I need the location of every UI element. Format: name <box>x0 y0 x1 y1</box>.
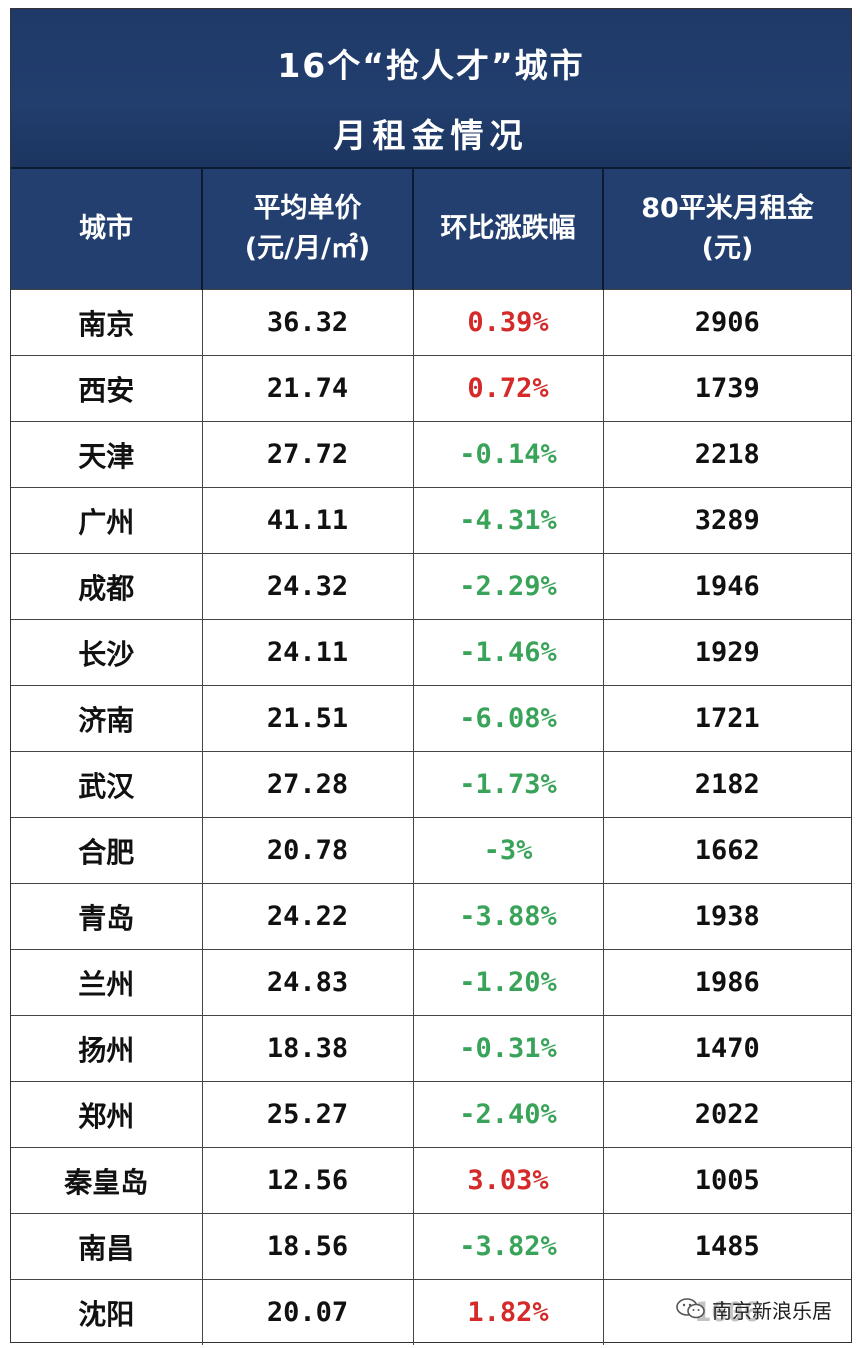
rent-cell: 2906 <box>603 289 851 356</box>
city-cell: 合肥 <box>11 817 203 884</box>
city-cell: 兰州 <box>11 949 203 1016</box>
change-cell: 1.82% <box>413 1279 604 1345</box>
avg-price-cell: 25.27 <box>202 1081 414 1148</box>
table-row: 南京 36.32 0.39% 2906 <box>11 289 851 356</box>
city-cell: 广州 <box>11 487 203 554</box>
avg-price-cell: 27.28 <box>202 751 414 818</box>
city-cell: 成都 <box>11 553 203 620</box>
avg-price-cell: 21.74 <box>202 355 414 422</box>
table-row: 成都 24.32 -2.29% 1946 <box>11 553 851 620</box>
change-cell: -3.82% <box>413 1213 604 1280</box>
avg-price-cell: 27.72 <box>202 421 414 488</box>
avg-price-cell: 24.11 <box>202 619 414 686</box>
change-cell: -2.29% <box>413 553 604 620</box>
avg-price-cell: 12.56 <box>202 1147 414 1214</box>
change-cell: -0.31% <box>413 1015 604 1082</box>
table-row: 兰州 24.83 -1.20% 1986 <box>11 949 851 1016</box>
table-row: 西安 21.74 0.72% 1739 <box>11 355 851 422</box>
rent-cell: 2182 <box>603 751 851 818</box>
avg-price-cell: 18.56 <box>202 1213 414 1280</box>
city-cell: 南京 <box>11 289 203 356</box>
rent-cell: 1005 <box>603 1147 851 1214</box>
city-cell: 武汉 <box>11 751 203 818</box>
header-city-label: 城市 <box>79 213 133 244</box>
change-cell: -1.73% <box>413 751 604 818</box>
change-cell: 0.39% <box>413 289 604 356</box>
city-cell: 郑州 <box>11 1081 203 1148</box>
table-row: 武汉 27.28 -1.73% 2182 <box>11 751 851 818</box>
table-row: 郑州 25.27 -2.40% 2022 <box>11 1081 851 1148</box>
header-change-label: 环比涨跌幅 <box>440 213 576 244</box>
change-cell: 0.72% <box>413 355 604 422</box>
city-cell: 青岛 <box>11 883 203 950</box>
avg-price-cell: 24.32 <box>202 553 414 620</box>
avg-price-cell: 20.78 <box>202 817 414 884</box>
city-cell: 扬州 <box>11 1015 203 1082</box>
rent-cell: 2218 <box>603 421 851 488</box>
change-cell: -2.40% <box>413 1081 604 1148</box>
rent-cell: 3289 <box>603 487 851 554</box>
header-change: 环比涨跌幅 <box>413 167 604 290</box>
watermark: 南京新浪乐居 <box>672 1292 836 1326</box>
change-cell: -1.46% <box>413 619 604 686</box>
title-line-2: 月租金情况 <box>333 116 529 155</box>
wechat-icon <box>676 1297 706 1321</box>
header-rent: 80平米月租金 (元) <box>603 167 851 290</box>
title-line-1: 16个“抢人才”城市 <box>277 46 585 85</box>
rent-cell: 1662 <box>603 817 851 884</box>
city-cell: 西安 <box>11 355 203 422</box>
header-city: 城市 <box>11 167 203 290</box>
table-body: 南京 36.32 0.39% 2906 西安 21.74 0.72% 1739 天津 27.72-… <box>11 289 851 1345</box>
rent-cell: 1470 <box>603 1015 851 1082</box>
avg-price-cell: 24.22 <box>202 883 414 950</box>
table-row: 合肥 20.78 -3% 1662 <box>11 817 851 884</box>
change-cell: 3.03% <box>413 1147 604 1214</box>
header-rent-unit: (元) <box>701 233 754 264</box>
avg-price-cell: 41.11 <box>202 487 414 554</box>
rent-cell: 2022 <box>603 1081 851 1148</box>
table-row: 济南 21.51 -6.08% 1721 <box>11 685 851 752</box>
table-row: 南昌 18.56 -3.82% 1485 <box>11 1213 851 1280</box>
title-block: 16个“抢人才”城市 月租金情况 <box>11 9 851 167</box>
change-cell: -0.14% <box>413 421 604 488</box>
city-cell: 秦皇岛 <box>11 1147 203 1214</box>
change-cell: -3% <box>413 817 604 884</box>
city-cell: 济南 <box>11 685 203 752</box>
header-avg-price-unit: (元/月/㎡) <box>244 233 371 264</box>
avg-price-cell: 20.07 <box>202 1279 414 1345</box>
city-cell: 南昌 <box>11 1213 203 1280</box>
table-row: 青岛 24.22 -3.88% 1938 <box>11 883 851 950</box>
rent-cell: 1946 <box>603 553 851 620</box>
header-rent-label: 80平米月租金 <box>641 193 814 224</box>
avg-price-cell: 21.51 <box>202 685 414 752</box>
table-row: 秦皇岛 12.56 3.03% 1005 <box>11 1147 851 1214</box>
rent-cell: 1986 <box>603 949 851 1016</box>
change-cell: -6.08% <box>413 685 604 752</box>
header-row: 城市 平均单价 (元/月/㎡) 环比涨跌幅 80平米月租金 (元) <box>11 167 851 290</box>
rent-table-sheet: 16个“抢人才”城市 月租金情况 城市 平均单价 (元/月/㎡) 环比涨跌幅 8… <box>10 8 852 1345</box>
rent-cell: 1721 <box>603 685 851 752</box>
watermark-text: 南京新浪乐居 <box>712 1298 832 1323</box>
city-cell: 天津 <box>11 421 203 488</box>
avg-price-cell: 36.32 <box>202 289 414 356</box>
avg-price-cell: 18.38 <box>202 1015 414 1082</box>
table-row: 扬州 18.38 -0.31% 1470 <box>11 1015 851 1082</box>
rent-table: 城市 平均单价 (元/月/㎡) 环比涨跌幅 80平米月租金 (元) 南京 36.3… <box>11 167 851 1345</box>
avg-price-cell: 24.83 <box>202 949 414 1016</box>
rent-cell: 1739 <box>603 355 851 422</box>
rent-cell: 1938 <box>603 883 851 950</box>
change-cell: -3.88% <box>413 883 604 950</box>
header-avg-price-label: 平均单价 <box>253 193 362 224</box>
city-cell: 长沙 <box>11 619 203 686</box>
table-row: 广州 41.11 -4.31% 3289 <box>11 487 851 554</box>
rent-cell: 1929 <box>603 619 851 686</box>
table-row: 天津 27.72 -0.14% 2218 <box>11 421 851 488</box>
change-cell: -4.31% <box>413 487 604 554</box>
table-row: 长沙 24.11 -1.46% 1929 <box>11 619 851 686</box>
change-cell: -1.20% <box>413 949 604 1016</box>
city-cell: 沈阳 <box>11 1279 203 1345</box>
header-avg-price: 平均单价 (元/月/㎡) <box>202 167 414 290</box>
rent-cell: 1485 <box>603 1213 851 1280</box>
